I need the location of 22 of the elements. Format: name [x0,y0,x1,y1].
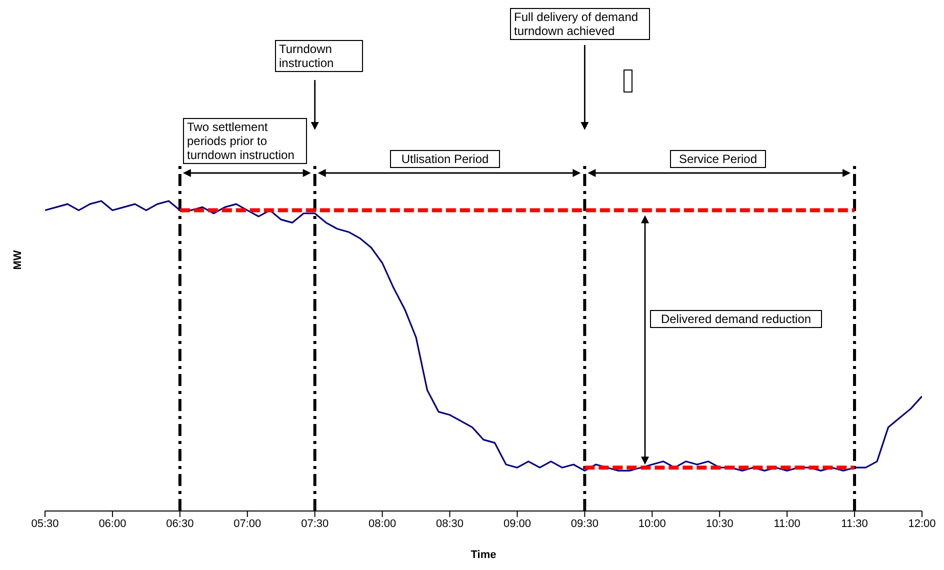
x-tick-label: 06:30 [166,518,194,530]
text: Service Period [670,150,766,168]
x-tick-label: 07:00 [234,518,262,530]
x-tick-label: 08:00 [368,518,396,530]
annotation: Delivered demand reduction [650,310,822,328]
text: Two settlement periods prior to turndown instruction [183,118,307,164]
x-axis-title: Time [470,549,496,561]
text: Turndown instruction [275,40,363,72]
x-tick-label: 10:00 [638,518,666,530]
x-tick-label: 10:30 [706,518,734,530]
x-tick-label: 05:30 [31,518,59,530]
x-tick-label: 09:00 [503,518,531,530]
x-tick-label: 11:00 [774,518,800,530]
x-tick-label: 08:30 [436,518,464,530]
x-tick-label: 12:00 [908,518,936,530]
text: Utlisation Period [390,150,500,168]
x-tick-label: 09:30 [570,518,598,530]
x-tick-label: 06:00 [98,518,126,530]
text: Full delivery of demand turndown achieved [510,8,650,40]
y-axis-title: MW [12,250,24,270]
x-tick-label: 11:30 [841,518,868,530]
x-tick-label: 07:30 [301,518,329,530]
